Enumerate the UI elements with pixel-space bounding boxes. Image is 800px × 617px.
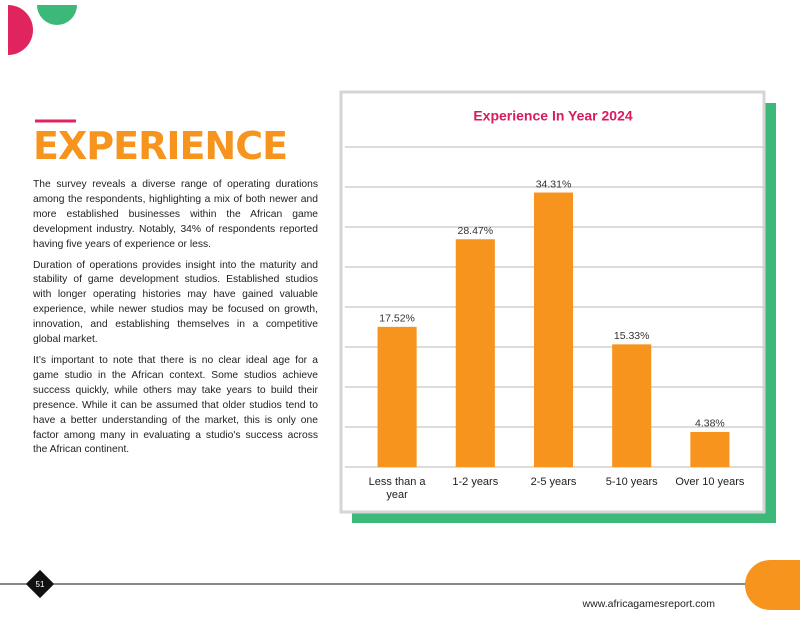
x-tick-label: 2-5 years	[531, 476, 577, 488]
value-label: 17.52%	[379, 313, 415, 325]
orange-shape-fill	[770, 560, 800, 610]
x-tick-label: 5-10 years	[606, 476, 658, 488]
paragraph: Duration of operations provides insight …	[33, 259, 318, 346]
bar	[377, 326, 417, 467]
bar	[533, 192, 574, 467]
bar	[612, 344, 652, 467]
x-tick-label: Less than a year	[369, 476, 427, 501]
red-shape	[8, 5, 33, 55]
value-label: 15.33%	[614, 330, 650, 342]
value-label: 4.38%	[695, 418, 725, 430]
page-number: 51	[36, 580, 45, 589]
value-label: 28.47%	[457, 225, 493, 237]
chart-title: Experience In Year 2024	[473, 108, 633, 124]
section-title: EXPERIENCE	[33, 124, 288, 168]
bar	[455, 239, 495, 467]
paragraph: It’s important to note that there is no …	[33, 354, 318, 456]
value-label: 34.31%	[536, 178, 572, 190]
x-tick-label: Over 10 years	[675, 476, 745, 488]
green-shape	[37, 5, 77, 25]
bar	[690, 431, 730, 467]
page-diamond	[25, 569, 55, 599]
paragraph: The survey reveals a diverse range of op…	[33, 179, 318, 250]
body-text: The survey reveals a diverse range of op…	[33, 178, 318, 464]
url: www.africagamesreport.com	[582, 598, 716, 610]
x-tick-label: 1-2 years	[452, 476, 498, 488]
orange-shape	[745, 560, 770, 610]
